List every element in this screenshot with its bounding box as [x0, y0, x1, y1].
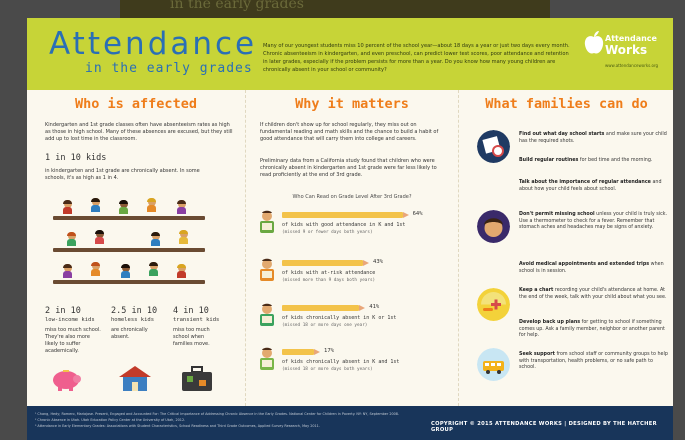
- attendance-works-logo: Attendance Works www.attendanceworks.org: [583, 30, 663, 75]
- footnote: ¹ Chang, Hedy; Romero, Mariajose. Presen…: [35, 412, 400, 416]
- kid-icon: [177, 264, 186, 278]
- transient-stat: 4 in 10: [173, 306, 209, 316]
- chart-data-label: 43%: [373, 259, 383, 265]
- kid-icon: [91, 198, 100, 212]
- low-income-text: miss too much school. They're also more …: [45, 327, 101, 354]
- logo-url: www.attendanceworks.org: [605, 63, 659, 68]
- tip-item: Keep a chart recording your child's atte…: [519, 288, 667, 300]
- chart-data-label: 41%: [369, 304, 380, 310]
- chart-title: Who Can Read on Grade Level After 3rd Gr…: [292, 194, 412, 200]
- reading-child-icon: [260, 210, 274, 233]
- tip-item: Find out what day school starts and make…: [519, 132, 667, 144]
- kid-icon: [63, 200, 72, 214]
- what-families-can-do-column: What families can do Find out what day s…: [458, 90, 673, 406]
- piggy-bank-icon: [53, 370, 81, 391]
- kid-icon: [121, 264, 130, 278]
- chart-bar: [282, 212, 409, 218]
- tip-item: Build regular routines for bed time and …: [519, 158, 653, 163]
- who-is-affected-column: Who is affected Kindergarten and 1st gra…: [27, 90, 245, 406]
- poster-footer: ¹ Chang, Hedy; Romero, Mariajose. Presen…: [27, 406, 673, 440]
- chart-category-note: (missed 18 or more days one year): [282, 323, 368, 328]
- kid-icon: [147, 198, 156, 212]
- attendance-poster: Attendance in the early grades Many of o…: [27, 18, 673, 440]
- why-heading: Why it matters: [295, 96, 409, 112]
- low-income-label: low-income kids: [45, 317, 95, 323]
- poster-subtitle: in the early grades: [85, 61, 253, 76]
- chart-bar: [282, 260, 370, 266]
- kid-icon: [95, 230, 104, 244]
- why-para1: If children don't show up for school reg…: [260, 122, 439, 142]
- logo-line2: Works: [605, 43, 648, 57]
- background-page-text: in the early grades: [170, 0, 304, 12]
- tip-item: Develop back up plans for getting to sch…: [519, 320, 665, 339]
- chart-bar: [282, 349, 321, 355]
- desk-row: [53, 280, 205, 284]
- kid-icon: [177, 200, 186, 214]
- kid-icon: [149, 262, 158, 276]
- logo-line1: Attendance: [605, 34, 657, 43]
- who-stat: 1 in 10 kids: [45, 153, 107, 163]
- poster-header: Attendance in the early grades Many of o…: [27, 18, 673, 90]
- homeless-label: homeless kids: [111, 317, 155, 323]
- suitcase-icon: [182, 366, 212, 391]
- school-bus-icon: [477, 348, 510, 381]
- transient-label: transient kids: [173, 317, 220, 323]
- desk-row: [53, 216, 205, 220]
- chart-category-label: of kids with good attendance in K and 1s…: [282, 222, 406, 228]
- kid-icon: [119, 200, 128, 214]
- footnote: ³ Attendance in Early Elementary Grades:…: [35, 424, 320, 428]
- tip-item: Don't permit missing school unless your …: [519, 212, 668, 231]
- kid-icon: [151, 232, 160, 246]
- low-income-stat: 2 in 10: [45, 306, 81, 316]
- kid-icon: [63, 264, 72, 278]
- families-heading: What families can do: [485, 96, 648, 112]
- chart-category-label: of kids with at-risk attendance: [282, 270, 376, 276]
- child-face-icon: [477, 210, 510, 243]
- chart-data-label: 17%: [324, 348, 334, 354]
- background-page-strip: in the early grades: [120, 0, 550, 18]
- reading-child-icon: [260, 347, 274, 370]
- homeless-stat: 2.5 in 10: [111, 306, 158, 316]
- kid-icon: [91, 262, 100, 276]
- kid-icon: [179, 230, 188, 244]
- homeless-text: are chronically absent.: [111, 327, 148, 340]
- who-heading: Who is affected: [75, 96, 197, 112]
- why-it-matters-column: Why it matters If children don't show up…: [245, 90, 458, 406]
- poster-title: Attendance: [49, 26, 258, 62]
- reading-child-icon: [260, 258, 274, 281]
- chart-category-label: of kids chronically absent in K or 1st: [282, 315, 397, 321]
- thermometer-health-icon: [477, 288, 510, 321]
- desk-row: [53, 248, 205, 252]
- house-icon: [119, 366, 151, 391]
- chart-category-note: (missed 18 or more days both years): [282, 367, 373, 372]
- transient-text: miss too much school when families move.: [173, 327, 210, 347]
- kid-icon: [67, 232, 76, 246]
- who-intro: Kindergarten and 1st grade classes often…: [45, 122, 233, 142]
- tip-item: Avoid medical appointments and extended …: [519, 262, 664, 274]
- chart-category-label: of kids chronically absent in K and 1st: [282, 359, 400, 365]
- calendar-clock-icon: [477, 130, 510, 163]
- chart-data-label: 64%: [412, 211, 423, 217]
- header-intro: Many of our youngest students miss 10 pe…: [263, 43, 570, 73]
- copyright: COPYRIGHT © 2015 ATTENDANCE WORKS | DESI…: [431, 421, 657, 433]
- tip-item: Talk about the importance of regular att…: [519, 180, 662, 192]
- chart-category-note: (missed 9 or fewer days both years): [282, 230, 373, 235]
- who-stat-text: in kindergarten and 1st grade are chroni…: [45, 168, 200, 181]
- chart-category-note: (missed more than 9 days both years): [282, 278, 376, 283]
- why-para2: Preliminary data from a California study…: [260, 158, 437, 178]
- footnote: ² Chronic Absence in Utah. Utah Educatio…: [35, 418, 186, 422]
- tip-item: Seek support from school staff or commun…: [519, 352, 668, 371]
- apple-logo-icon: [584, 31, 604, 54]
- reading-child-icon: [260, 303, 274, 326]
- chart-bar: [282, 305, 366, 311]
